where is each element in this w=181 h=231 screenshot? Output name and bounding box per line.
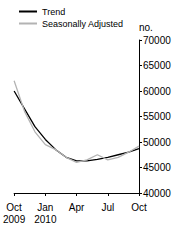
- svg-text:45000: 45000: [143, 162, 171, 173]
- svg-text:70000: 70000: [143, 35, 171, 46]
- svg-text:2009: 2009: [3, 214, 26, 225]
- svg-text:Oct: Oct: [131, 202, 147, 213]
- svg-text:2010: 2010: [34, 214, 57, 225]
- svg-text:55000: 55000: [143, 111, 171, 122]
- svg-text:40000: 40000: [143, 188, 171, 199]
- svg-text:no.: no.: [139, 22, 153, 33]
- svg-text:Jul: Jul: [101, 202, 114, 213]
- svg-text:Seasonally Adjusted: Seasonally Adjusted: [42, 19, 123, 29]
- svg-text:65000: 65000: [143, 60, 171, 71]
- svg-text:Oct: Oct: [6, 202, 22, 213]
- svg-text:Trend: Trend: [42, 7, 65, 17]
- svg-text:Apr: Apr: [69, 202, 85, 213]
- svg-text:Jan: Jan: [37, 202, 53, 213]
- svg-text:50000: 50000: [143, 137, 171, 148]
- svg-text:60000: 60000: [143, 86, 171, 97]
